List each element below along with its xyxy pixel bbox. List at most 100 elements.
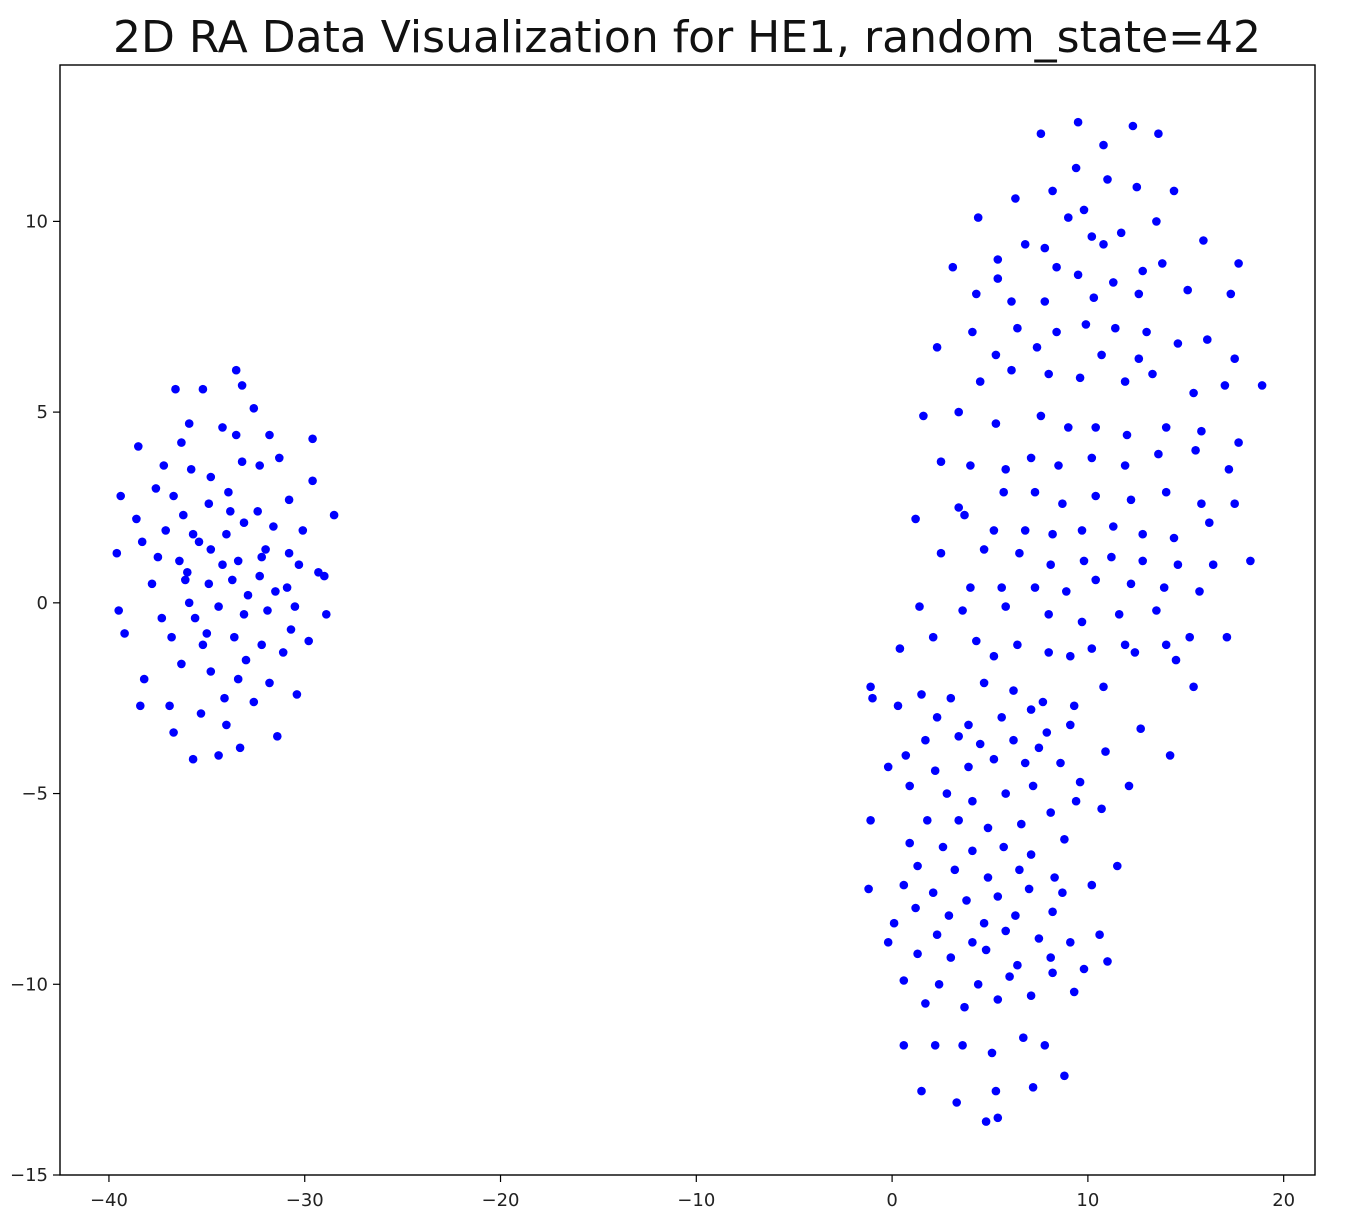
scatter-point — [991, 419, 1001, 428]
scatter-point — [249, 404, 259, 413]
scatter-point — [1199, 236, 1208, 245]
scatter-point — [1079, 556, 1089, 566]
scatter-point — [206, 545, 216, 554]
scatter-point — [1091, 575, 1100, 585]
scatter-point — [954, 503, 963, 512]
scatter-point — [987, 1048, 997, 1058]
scatter-point — [1001, 602, 1010, 611]
scatter-point — [1087, 453, 1097, 463]
scatter-point — [1040, 1041, 1050, 1050]
scatter-point — [167, 632, 176, 642]
scatter-point — [114, 606, 123, 615]
scatter-point — [1071, 796, 1081, 806]
scatter-point — [989, 651, 999, 661]
scatter-point — [991, 350, 1001, 360]
scatter-point — [214, 602, 223, 611]
scatter-point — [1058, 888, 1067, 897]
scatter-point — [899, 1041, 909, 1050]
scatter-point — [1173, 560, 1183, 569]
scatter-point — [979, 918, 989, 928]
scatter-point — [329, 510, 339, 520]
scatter-point — [975, 739, 985, 749]
scatter-point — [1007, 365, 1016, 375]
scatter-point — [1234, 259, 1243, 268]
scatter-point — [1075, 777, 1085, 787]
scatter-point — [1134, 354, 1144, 364]
y-tick-label: −5 — [21, 784, 48, 805]
scatter-point — [239, 610, 249, 619]
scatter-point — [1111, 323, 1120, 333]
scatter-point — [936, 457, 946, 467]
scatter-point — [147, 579, 157, 589]
scatter-point — [966, 583, 975, 592]
scatter-point — [1161, 423, 1171, 432]
scatter-point — [188, 529, 198, 539]
scatter-point — [1230, 354, 1239, 364]
scatter-point — [1126, 579, 1136, 589]
scatter-point — [923, 816, 932, 825]
scatter-point — [1191, 446, 1200, 455]
scatter-point — [161, 526, 170, 535]
scatter-point — [883, 938, 893, 947]
scatter-point — [177, 438, 186, 447]
scatter-point — [136, 701, 145, 711]
scatter-point — [1203, 335, 1212, 344]
scatter-point — [233, 674, 243, 684]
scatter-point — [1026, 850, 1036, 859]
scatter-point — [1036, 411, 1046, 421]
scatter-point — [284, 495, 294, 505]
scatter-point — [308, 476, 317, 486]
scatter-point — [993, 255, 1003, 264]
scatter-point — [271, 587, 280, 596]
scatter-point — [917, 690, 926, 699]
scatter-point — [1046, 953, 1055, 962]
scatter-point — [294, 560, 304, 569]
scatter-point — [1189, 682, 1198, 692]
scatter-point — [1122, 430, 1132, 440]
scatter-point — [198, 640, 208, 650]
scatter-point — [866, 682, 875, 692]
chart-title: 2D RA Data Visualization for HE1, random… — [113, 12, 1261, 63]
scatter-point — [1189, 388, 1198, 398]
scatter-point — [228, 575, 237, 585]
scatter-point — [1120, 377, 1130, 386]
scatter-point — [1040, 243, 1050, 253]
scatter-point — [1034, 934, 1044, 943]
scatter-point — [954, 407, 963, 417]
scatter-point — [932, 930, 942, 939]
scatter-point — [284, 548, 294, 558]
scatter-point — [954, 816, 963, 825]
scatter-point — [112, 548, 122, 558]
scatter-point — [1183, 285, 1192, 295]
scatter-point — [222, 720, 231, 730]
scatter-point — [936, 548, 946, 558]
scatter-point — [198, 384, 208, 394]
x-tick-label: 0 — [886, 1190, 897, 1211]
scatter-point — [1208, 560, 1218, 569]
scatter-point — [915, 602, 924, 611]
scatter-point — [237, 381, 247, 390]
scatter-point — [1060, 1071, 1069, 1081]
scatter-point — [1138, 266, 1147, 276]
y-tick-label: −10 — [10, 974, 48, 995]
scatter-point — [1054, 461, 1063, 470]
scatter-point — [1048, 529, 1057, 539]
scatter-point — [1044, 648, 1053, 657]
scatter-point — [1066, 651, 1075, 661]
scatter-point — [1097, 804, 1106, 814]
scatter-point — [1026, 991, 1036, 1000]
scatter-point — [1128, 121, 1138, 131]
scatter-point — [179, 510, 188, 520]
scatter-point — [1113, 861, 1122, 871]
scatter-point — [181, 575, 190, 585]
scatter-point — [257, 552, 267, 562]
scatter-point — [1091, 423, 1100, 432]
scatter-point — [320, 571, 329, 581]
scatter-point — [224, 487, 233, 497]
scatter-point — [190, 613, 200, 623]
scatter-point — [220, 693, 229, 703]
scatter-point — [214, 751, 223, 760]
scatter-point — [889, 918, 899, 928]
scatter-point — [239, 518, 249, 527]
scatter-point — [171, 384, 180, 394]
